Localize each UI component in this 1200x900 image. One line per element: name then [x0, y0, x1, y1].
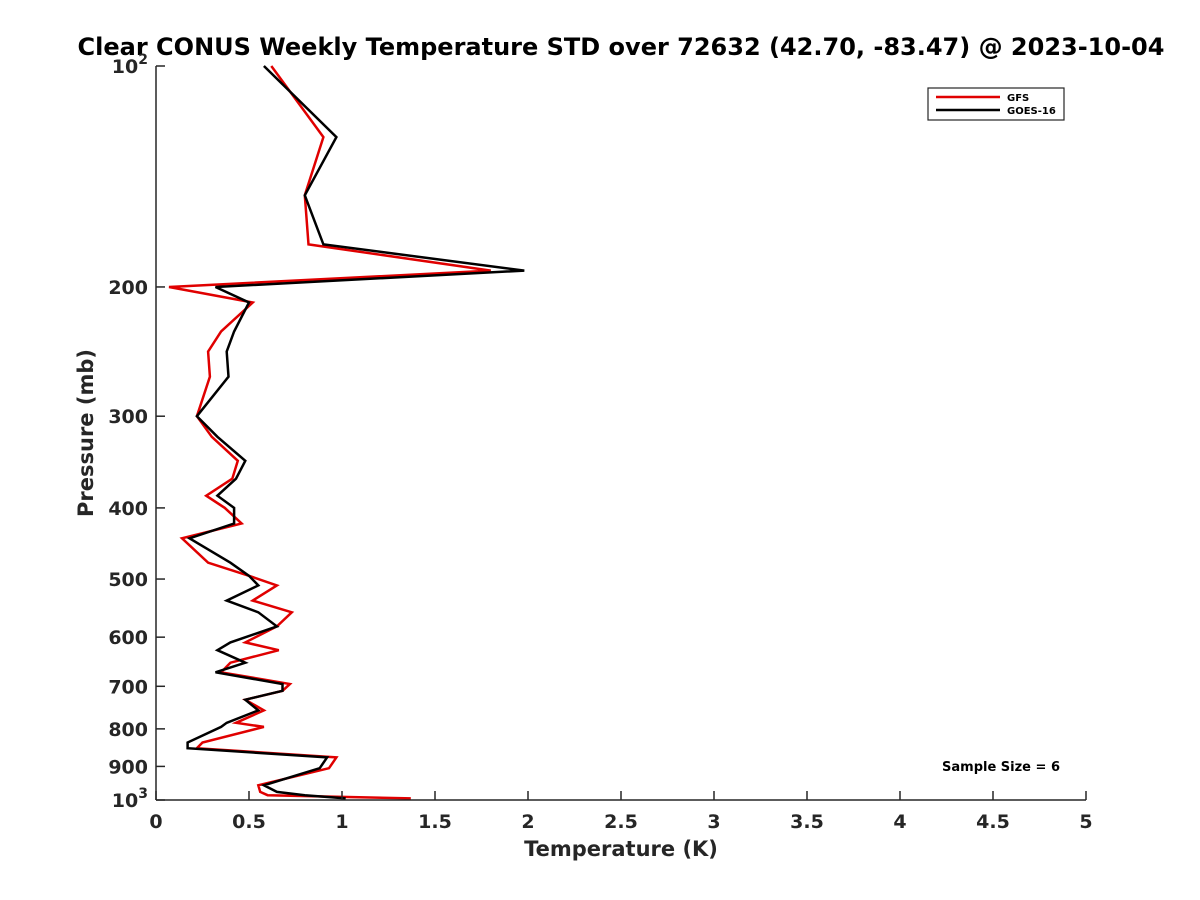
- y-tick-label: 400: [108, 498, 148, 520]
- x-axis-ticks: 0 0.5 1 1.5 2 2.5 3 3.5 4 4.5 5: [149, 791, 1093, 833]
- series-line-goes16: [186, 65, 525, 800]
- y-tick-label: 200: [108, 277, 148, 299]
- y-axis-label: Pressure (mb): [74, 349, 98, 517]
- legend: GFS GOES-16: [927, 87, 1065, 121]
- y-tick-label-exponent: 2: [138, 52, 148, 68]
- x-tick-label: 3.5: [790, 811, 824, 833]
- y-tick-label-base: 10: [112, 790, 138, 812]
- series-layer: [168, 65, 525, 800]
- x-tick-label: 1: [335, 811, 348, 833]
- y-tick-label: 600: [108, 627, 148, 649]
- y-tick-label: 500: [108, 569, 148, 591]
- legend-label-gfs: GFS: [1007, 93, 1029, 104]
- series-line-gfs: [168, 65, 491, 800]
- x-tick-label: 2.5: [604, 811, 638, 833]
- legend-label-goes16: GOES-16: [1007, 106, 1056, 117]
- y-tick-label: 102: [112, 52, 148, 78]
- x-tick-label: 2: [521, 811, 534, 833]
- x-tick-label: 3: [707, 811, 720, 833]
- x-tick-label: 4.5: [976, 811, 1010, 833]
- y-tick-label: 900: [108, 756, 148, 778]
- plot-area: [156, 66, 1086, 800]
- x-axis-label: Temperature (K): [524, 837, 718, 861]
- legend-box: [927, 87, 1065, 121]
- y-tick-label: 103: [112, 786, 148, 812]
- sample-size-annotation: Sample Size = 6: [942, 760, 1060, 775]
- x-tick-label: 0.5: [232, 811, 266, 833]
- y-tick-label: 700: [108, 676, 148, 698]
- x-tick-label: 4: [893, 811, 906, 833]
- y-tick-label-exponent: 3: [138, 786, 148, 802]
- x-tick-label: 1.5: [418, 811, 452, 833]
- y-tick-label: 300: [108, 406, 148, 428]
- y-tick-label: 800: [108, 719, 148, 741]
- chart-title: Clear CONUS Weekly Temperature STD over …: [78, 33, 1165, 61]
- x-tick-label: 0: [149, 811, 162, 833]
- y-tick-label-base: 10: [112, 56, 138, 78]
- x-tick-label: 5: [1079, 811, 1092, 833]
